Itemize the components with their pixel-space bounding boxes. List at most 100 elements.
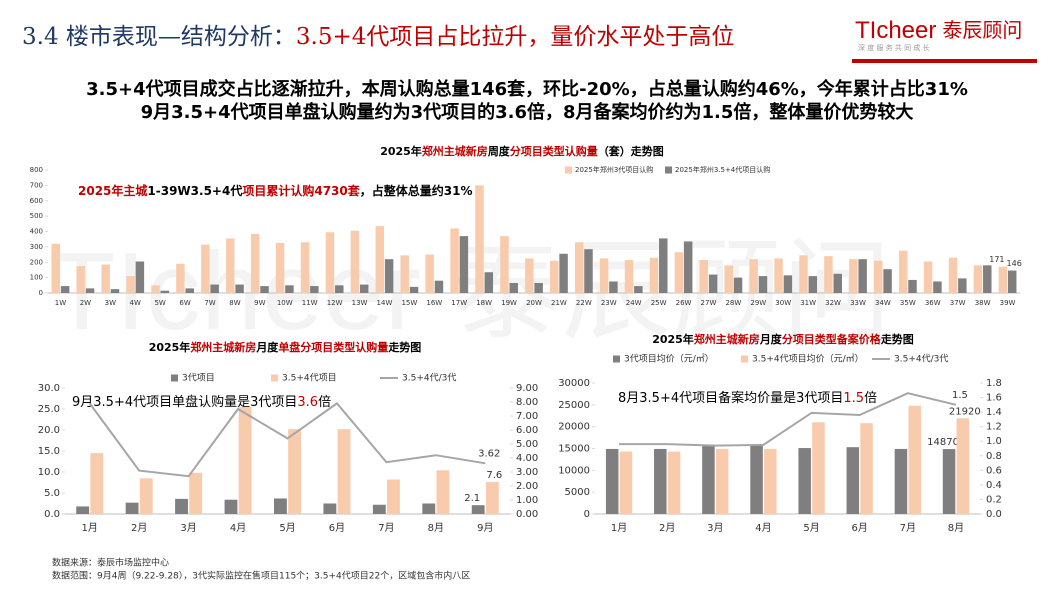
legend-label: 3.5+4代/3代: [894, 354, 948, 365]
footer-range: 数据范围：9月4周（9.22-9.28），3代实际监控在售项目115个；3.5+…: [52, 570, 470, 582]
bar: [634, 286, 643, 293]
y-tick-label: 30.0: [38, 383, 60, 394]
y2-tick-label: 0.2: [986, 494, 1002, 505]
bar: [948, 257, 958, 293]
chart-title: 2025年郑州主城新房周度分项目类型认购量（套）走势图: [380, 144, 664, 158]
y-tick-label: 0: [584, 509, 590, 520]
title-part: 2025年: [380, 144, 422, 158]
y2-tick-label: 8.00: [516, 397, 538, 408]
bar: [715, 448, 729, 514]
legend-label: 3代项目: [182, 373, 215, 384]
bar: [189, 472, 203, 514]
bar: [973, 265, 983, 293]
title-part: （套）走势图: [598, 144, 664, 158]
y-tick-label: 500: [30, 212, 43, 220]
bar: [372, 504, 386, 514]
y2-tick-label: 0.4: [986, 480, 1002, 491]
y-tick-label: 400: [30, 228, 43, 236]
bar: [85, 288, 95, 293]
data-label: 171: [989, 255, 1004, 264]
bar: [798, 448, 811, 514]
bar: [434, 280, 444, 293]
x-tick-label: 1W: [55, 299, 66, 307]
bar: [933, 281, 942, 293]
bar: [624, 259, 634, 293]
x-tick-label: 9月: [477, 522, 493, 534]
annotation: 8月3.5+4代项目备案均价量是3代项目1.5倍: [618, 390, 877, 406]
y-tick-label: 5.0: [44, 488, 60, 499]
bar: [883, 269, 892, 293]
bar: [151, 285, 160, 293]
x-tick-label: 18W: [476, 299, 492, 307]
y-tick-label: 800: [30, 166, 43, 174]
bar: [285, 285, 294, 293]
x-tick-label: 26W: [676, 299, 692, 307]
bar: [998, 266, 1008, 293]
y-tick-label: 0: [39, 289, 43, 297]
x-tick-label: 1月: [82, 522, 98, 534]
bar: [708, 274, 718, 293]
bar: [619, 451, 633, 514]
bar: [375, 226, 385, 293]
footer-source: 数据来源：泰辰市场监控中心: [52, 557, 169, 569]
x-tick-label: 11W: [302, 299, 318, 307]
bar: [110, 289, 120, 293]
bar: [310, 286, 319, 293]
bar: [436, 470, 450, 514]
x-tick-label: 4月: [755, 522, 771, 534]
bar: [574, 242, 584, 293]
bar: [584, 249, 593, 293]
x-tick-label: 2W: [80, 299, 91, 307]
annotation: 9月3.5+4代项目单盘认购量是3代项目3.6倍: [72, 394, 331, 410]
y-tick-label: 15.0: [38, 446, 60, 457]
x-tick-label: 38W: [975, 299, 991, 307]
bar: [724, 265, 733, 293]
y2-tick-label: 1.4: [986, 407, 1002, 418]
data-label: 14870: [927, 437, 959, 448]
x-tick-label: 4月: [230, 522, 246, 534]
bar: [550, 260, 559, 293]
x-tick-label: 7月: [900, 522, 916, 534]
x-tick-label: 6月: [329, 522, 345, 534]
title-part: 郑州主城新房: [190, 340, 256, 354]
bar: [758, 276, 768, 293]
y-tick-label: 5000: [565, 487, 590, 498]
bar: [699, 259, 709, 293]
legend-label: 3.5+4代项目: [282, 373, 337, 384]
x-tick-label: 32W: [825, 299, 841, 307]
data-label: 21920: [949, 406, 981, 417]
slogan: 深 度 服 务 共 同 成 长: [858, 43, 930, 52]
bar: [750, 445, 763, 514]
x-tick-label: 14W: [377, 299, 393, 307]
annotation: 2025年主城1-39W3.5+4代项目累计认购4730套，占整体总量约31%: [78, 183, 472, 198]
bar: [958, 278, 967, 293]
x-tick-label: 3月: [707, 522, 723, 534]
bar: [858, 259, 867, 293]
bar: [350, 230, 360, 293]
bar: [90, 453, 104, 514]
bar: [894, 448, 908, 514]
bar: [300, 242, 310, 293]
bar: [649, 257, 659, 293]
annotation-part: 3.6: [297, 395, 318, 410]
data-label: 2.1: [464, 493, 480, 504]
title-part: 月度: [255, 340, 279, 354]
bar: [260, 286, 269, 293]
bar: [226, 238, 235, 293]
legend-label: 2025年郑州3.5+4代项目认购: [675, 165, 770, 174]
bar: [450, 228, 459, 293]
x-tick-label: 36W: [925, 299, 941, 307]
y-tick-label: 0.0: [44, 509, 60, 520]
watermark-cn: 泰辰顾问: [452, 230, 892, 353]
bar: [484, 272, 494, 293]
legend-label: 2025年郑州3代项目认购: [575, 165, 653, 174]
x-tick-label: 29W: [750, 299, 766, 307]
bar: [76, 266, 85, 293]
bar: [956, 418, 970, 514]
x-tick-label: 17W: [451, 299, 467, 307]
bar: [774, 258, 783, 293]
x-tick-label: 10W: [277, 299, 293, 307]
bar: [125, 502, 139, 514]
x-tick-label: 8月: [428, 522, 444, 534]
y2-tick-label: 4.00: [516, 453, 538, 464]
